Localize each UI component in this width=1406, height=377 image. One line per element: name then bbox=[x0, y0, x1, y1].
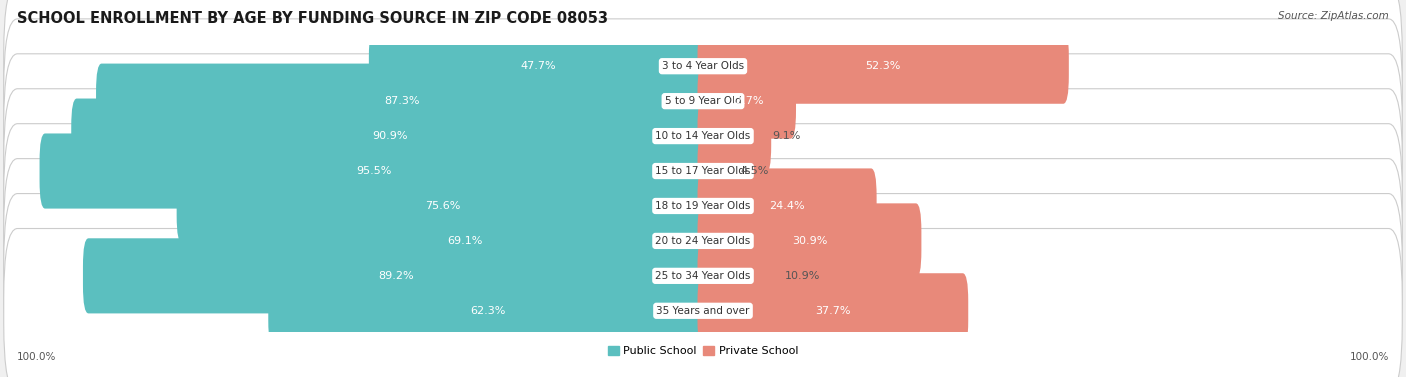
FancyBboxPatch shape bbox=[697, 64, 796, 139]
Text: 10.9%: 10.9% bbox=[785, 271, 820, 281]
FancyBboxPatch shape bbox=[39, 133, 709, 208]
FancyBboxPatch shape bbox=[177, 169, 709, 244]
FancyBboxPatch shape bbox=[697, 238, 783, 313]
Text: 47.7%: 47.7% bbox=[520, 61, 557, 71]
FancyBboxPatch shape bbox=[368, 29, 709, 104]
Text: 5 to 9 Year Old: 5 to 9 Year Old bbox=[665, 96, 741, 106]
FancyBboxPatch shape bbox=[4, 228, 1402, 377]
Legend: Public School, Private School: Public School, Private School bbox=[603, 342, 803, 360]
Text: 100.0%: 100.0% bbox=[17, 352, 56, 362]
FancyBboxPatch shape bbox=[697, 98, 772, 174]
FancyBboxPatch shape bbox=[4, 193, 1402, 358]
Text: SCHOOL ENROLLMENT BY AGE BY FUNDING SOURCE IN ZIP CODE 08053: SCHOOL ENROLLMENT BY AGE BY FUNDING SOUR… bbox=[17, 11, 607, 26]
Text: 69.1%: 69.1% bbox=[447, 236, 482, 246]
Text: 75.6%: 75.6% bbox=[425, 201, 460, 211]
FancyBboxPatch shape bbox=[4, 0, 1402, 149]
Text: 18 to 19 Year Olds: 18 to 19 Year Olds bbox=[655, 201, 751, 211]
FancyBboxPatch shape bbox=[221, 203, 709, 279]
Text: 20 to 24 Year Olds: 20 to 24 Year Olds bbox=[655, 236, 751, 246]
Text: 3 to 4 Year Olds: 3 to 4 Year Olds bbox=[662, 61, 744, 71]
Text: 89.2%: 89.2% bbox=[378, 271, 413, 281]
FancyBboxPatch shape bbox=[697, 133, 740, 208]
FancyBboxPatch shape bbox=[697, 203, 921, 279]
Text: 62.3%: 62.3% bbox=[471, 306, 506, 316]
FancyBboxPatch shape bbox=[83, 238, 709, 313]
FancyBboxPatch shape bbox=[697, 29, 1069, 104]
FancyBboxPatch shape bbox=[4, 19, 1402, 184]
Text: 25 to 34 Year Olds: 25 to 34 Year Olds bbox=[655, 271, 751, 281]
FancyBboxPatch shape bbox=[4, 124, 1402, 288]
FancyBboxPatch shape bbox=[4, 89, 1402, 253]
FancyBboxPatch shape bbox=[4, 54, 1402, 218]
Text: 10 to 14 Year Olds: 10 to 14 Year Olds bbox=[655, 131, 751, 141]
Text: 9.1%: 9.1% bbox=[772, 131, 801, 141]
Text: 15 to 17 Year Olds: 15 to 17 Year Olds bbox=[655, 166, 751, 176]
Text: 30.9%: 30.9% bbox=[792, 236, 827, 246]
Text: Source: ZipAtlas.com: Source: ZipAtlas.com bbox=[1278, 11, 1389, 21]
Text: 52.3%: 52.3% bbox=[866, 61, 901, 71]
Text: 87.3%: 87.3% bbox=[384, 96, 420, 106]
Text: 90.9%: 90.9% bbox=[373, 131, 408, 141]
Text: 100.0%: 100.0% bbox=[1350, 352, 1389, 362]
FancyBboxPatch shape bbox=[697, 169, 876, 244]
Text: 95.5%: 95.5% bbox=[356, 166, 392, 176]
FancyBboxPatch shape bbox=[697, 273, 969, 348]
Text: 4.5%: 4.5% bbox=[741, 166, 769, 176]
FancyBboxPatch shape bbox=[96, 64, 709, 139]
FancyBboxPatch shape bbox=[4, 159, 1402, 323]
FancyBboxPatch shape bbox=[72, 98, 709, 174]
Text: 12.7%: 12.7% bbox=[728, 96, 765, 106]
FancyBboxPatch shape bbox=[269, 273, 709, 348]
Text: 24.4%: 24.4% bbox=[769, 201, 804, 211]
Text: 35 Years and over: 35 Years and over bbox=[657, 306, 749, 316]
Text: 37.7%: 37.7% bbox=[815, 306, 851, 316]
